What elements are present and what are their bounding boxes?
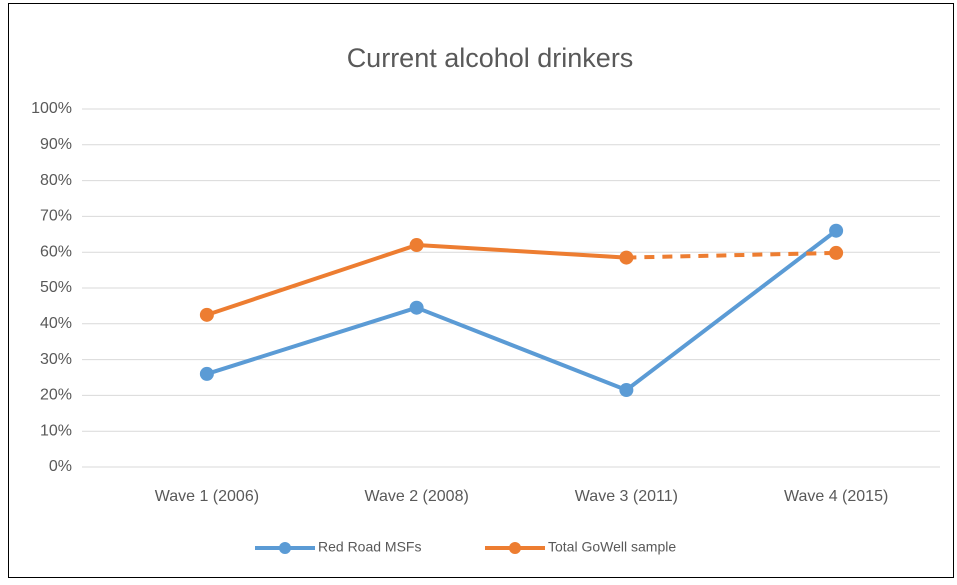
legend-label: Total GoWell sample [548, 539, 676, 555]
chart-title: Current alcohol drinkers [347, 43, 634, 73]
marker [409, 300, 424, 315]
marker [619, 250, 634, 265]
y-tick-label: 50% [40, 279, 72, 296]
marker [409, 238, 424, 253]
y-tick-label: 10% [40, 422, 72, 439]
x-tick-label: Wave 4 (2015) [784, 488, 888, 505]
series-line [624, 228, 839, 393]
legend-marker [279, 542, 291, 554]
y-tick-label: 60% [40, 243, 72, 260]
y-tick-label: 0% [49, 458, 72, 475]
y-tick-label: 40% [40, 315, 72, 332]
y-tick-label: 80% [40, 172, 72, 189]
marker [199, 366, 214, 381]
marker [199, 307, 214, 322]
series-line [414, 243, 629, 260]
y-tick-label: 70% [40, 208, 72, 225]
x-tick-label: Wave 2 (2008) [364, 488, 468, 505]
y-tick-label: 100% [31, 100, 72, 117]
series-line [204, 243, 419, 317]
series-line [414, 305, 629, 393]
y-tick-label: 30% [40, 351, 72, 368]
marker [829, 245, 844, 260]
x-tick-label: Wave 1 (2006) [155, 488, 259, 505]
x-tick-label: Wave 3 (2011) [575, 488, 678, 505]
marker [829, 223, 844, 238]
series-line [204, 305, 419, 376]
legend-label: Red Road MSFs [318, 539, 421, 555]
y-tick-label: 20% [40, 387, 72, 404]
y-tick-label: 90% [40, 136, 72, 153]
legend-marker [509, 542, 521, 554]
chart-frame [8, 3, 954, 578]
marker [619, 383, 634, 398]
